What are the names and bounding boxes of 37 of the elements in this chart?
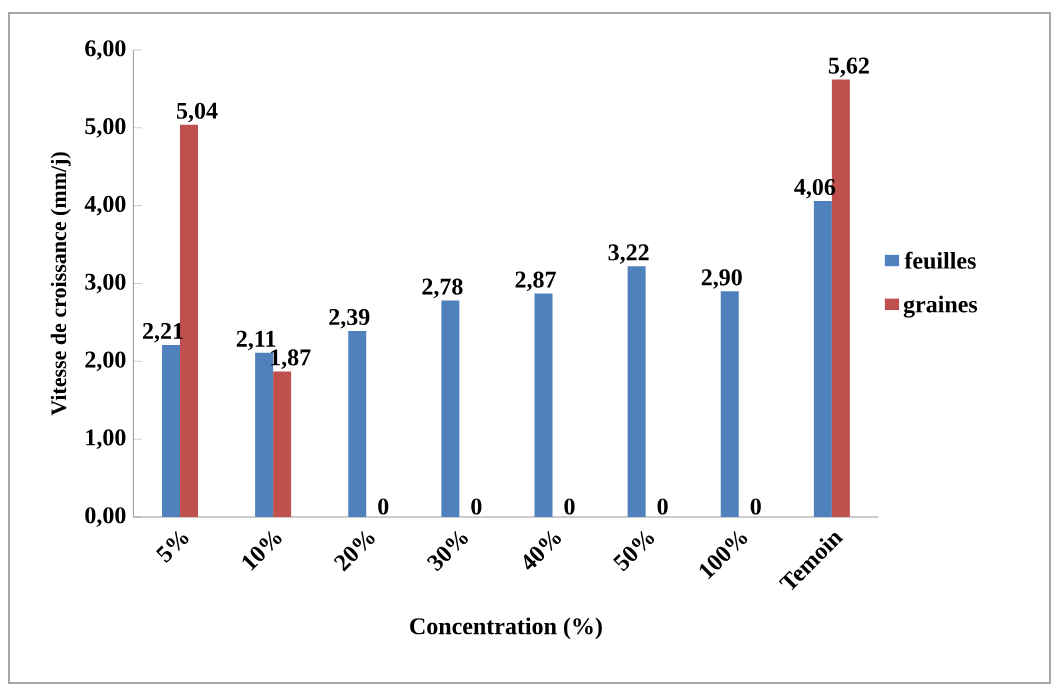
y-tick-label: 2,00 xyxy=(85,351,126,372)
bar xyxy=(627,266,646,517)
bar xyxy=(534,293,553,517)
data-label: 2,87 xyxy=(515,271,556,292)
y-tick-label: 4,00 xyxy=(84,195,126,216)
bar xyxy=(273,371,292,517)
data-label: 2,39 xyxy=(329,308,370,329)
y-tick-label: 1,00 xyxy=(86,429,126,449)
y-tick-label: 6,00 xyxy=(85,40,126,60)
x-tick-label: 50% xyxy=(613,530,655,572)
x-tick-label: 5% xyxy=(155,530,189,563)
data-label: 2,11 xyxy=(236,330,276,351)
data-label: 5,04 xyxy=(176,102,218,123)
data-label: 0 xyxy=(564,498,575,515)
bar xyxy=(162,344,181,517)
bar xyxy=(720,291,739,517)
y-tick-label: 3,00 xyxy=(85,273,126,294)
data-label: 0 xyxy=(657,498,668,515)
data-label: 3,22 xyxy=(608,244,649,264)
y-tick-label: 0,00 xyxy=(85,507,126,527)
data-label: 2,90 xyxy=(701,269,742,289)
y-tick-label: 5,00 xyxy=(85,117,126,138)
x-tick-label: 40% xyxy=(523,530,561,570)
legend-label: graines xyxy=(903,295,978,318)
bar xyxy=(441,300,460,517)
data-label: 5,62 xyxy=(828,57,869,78)
data-label: 0 xyxy=(471,498,482,515)
x-tick-label: 30% xyxy=(426,530,468,572)
bar xyxy=(813,200,832,517)
data-label: 0 xyxy=(378,498,389,515)
data-label: 2,78 xyxy=(422,278,463,299)
data-label: 0 xyxy=(750,498,761,515)
bar xyxy=(348,330,367,517)
legend-label: feuilles xyxy=(904,251,976,269)
x-axis-title: Concentration (%) xyxy=(410,617,602,640)
x-tick-label: 10% xyxy=(242,530,282,571)
y-axis-title: Vitesse de croissance (mm/j) xyxy=(50,152,71,416)
